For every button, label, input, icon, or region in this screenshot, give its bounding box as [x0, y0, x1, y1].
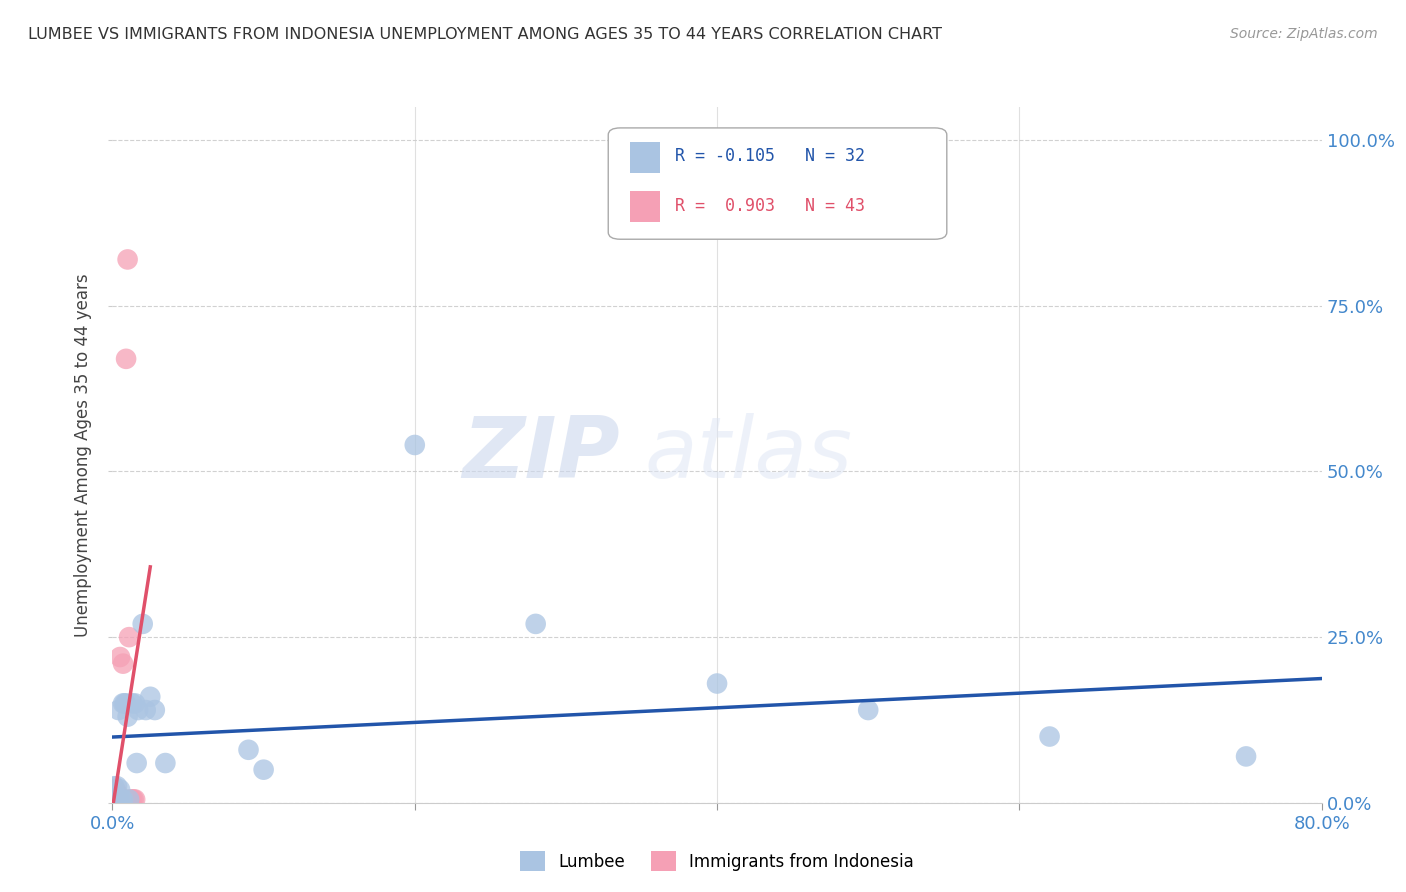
Point: [112, 792, 135, 806]
Point: [107, 703, 129, 717]
Text: R =  0.903   N = 43: R = 0.903 N = 43: [675, 197, 865, 215]
Point: [125, 756, 148, 770]
Point: [103, 789, 125, 804]
Point: [524, 616, 547, 631]
Point: [103, 792, 125, 806]
Point: [110, 792, 132, 806]
Point: [105, 789, 128, 804]
Point: [105, 786, 128, 800]
Point: [103, 782, 125, 797]
Point: [107, 792, 129, 806]
Point: [107, 792, 129, 806]
Point: [104, 789, 127, 804]
Point: [1038, 730, 1062, 744]
Point: [105, 792, 128, 806]
Text: LUMBEE VS IMMIGRANTS FROM INDONESIA UNEMPLOYMENT AMONG AGES 35 TO 44 YEARS CORRE: LUMBEE VS IMMIGRANTS FROM INDONESIA UNEM…: [28, 27, 942, 42]
Point: [112, 657, 135, 671]
Point: [404, 438, 426, 452]
FancyBboxPatch shape: [630, 142, 661, 173]
Point: [132, 616, 155, 631]
Text: ZIP: ZIP: [463, 413, 620, 497]
Point: [105, 792, 128, 806]
FancyBboxPatch shape: [630, 191, 661, 222]
Legend: Lumbee, Immigrants from Indonesia: Lumbee, Immigrants from Indonesia: [513, 845, 921, 878]
Point: [114, 792, 136, 806]
Point: [122, 792, 145, 806]
Point: [238, 743, 260, 757]
Point: [107, 792, 129, 806]
Point: [120, 792, 142, 806]
Point: [110, 792, 132, 806]
Point: [856, 703, 880, 717]
FancyBboxPatch shape: [609, 128, 946, 239]
Point: [104, 792, 127, 806]
Point: [124, 792, 146, 806]
Point: [124, 697, 146, 711]
Point: [139, 690, 162, 704]
Point: [115, 351, 138, 366]
Text: Source: ZipAtlas.com: Source: ZipAtlas.com: [1230, 27, 1378, 41]
Y-axis label: Unemployment Among Ages 35 to 44 years: Unemployment Among Ages 35 to 44 years: [75, 273, 93, 637]
Point: [1234, 749, 1257, 764]
Point: [108, 782, 131, 797]
Point: [104, 786, 127, 800]
Point: [104, 789, 127, 804]
Point: [108, 792, 131, 806]
Point: [104, 792, 127, 806]
Point: [117, 709, 139, 723]
Point: [105, 779, 128, 793]
Point: [117, 252, 139, 267]
Point: [108, 650, 131, 665]
Point: [104, 789, 127, 804]
Point: [103, 792, 125, 806]
Point: [112, 697, 135, 711]
Text: R = -0.105   N = 32: R = -0.105 N = 32: [675, 147, 865, 165]
Point: [103, 792, 125, 806]
Point: [104, 782, 127, 797]
Point: [105, 792, 128, 806]
Point: [104, 792, 127, 806]
Point: [105, 792, 128, 806]
Point: [135, 703, 157, 717]
Point: [108, 792, 131, 806]
Text: atlas: atlas: [644, 413, 852, 497]
Point: [103, 782, 125, 797]
Point: [103, 792, 125, 806]
Point: [103, 789, 125, 804]
Point: [706, 676, 728, 690]
Point: [127, 703, 149, 717]
Point: [155, 756, 177, 770]
Point: [112, 792, 135, 806]
Point: [114, 697, 136, 711]
Point: [110, 792, 132, 806]
Point: [108, 792, 131, 806]
Point: [253, 763, 276, 777]
Point: [115, 697, 138, 711]
Point: [104, 792, 127, 806]
Point: [105, 792, 128, 806]
Point: [121, 792, 143, 806]
Point: [118, 792, 141, 806]
Point: [118, 630, 141, 644]
Point: [121, 697, 143, 711]
Point: [103, 779, 125, 793]
Point: [103, 789, 125, 804]
Point: [107, 792, 129, 806]
Point: [104, 792, 127, 806]
Point: [105, 792, 128, 806]
Point: [143, 703, 166, 717]
